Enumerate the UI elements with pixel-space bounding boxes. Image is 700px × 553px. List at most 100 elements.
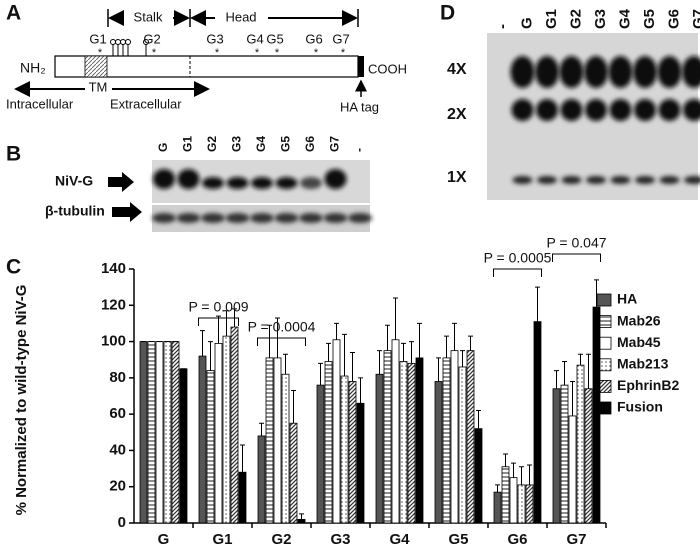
y-tick-label: 40 <box>109 441 126 458</box>
bar <box>568 415 577 524</box>
x-tick-label: G2 <box>271 531 291 548</box>
band <box>201 213 225 223</box>
bar <box>493 491 502 524</box>
site-label: G7 <box>332 31 349 46</box>
site-asterisk: * <box>215 47 220 59</box>
error-bar <box>452 322 457 351</box>
bar <box>297 518 306 524</box>
bar <box>238 471 247 524</box>
bar <box>273 357 282 524</box>
band <box>225 213 250 223</box>
band <box>511 99 534 121</box>
band <box>608 56 633 88</box>
band <box>658 99 681 121</box>
panel-label: B <box>6 143 21 166</box>
region-label: Head <box>225 9 256 24</box>
legend-label: Mab26 <box>617 312 661 328</box>
bar <box>155 341 164 524</box>
size-label: 4X <box>447 61 467 78</box>
bar <box>163 341 172 524</box>
band <box>561 176 582 184</box>
lane-label: G7 <box>690 9 700 29</box>
error-bar <box>444 335 449 358</box>
bar <box>391 339 400 524</box>
band <box>250 213 274 223</box>
error-bar <box>460 350 465 367</box>
lane-label: G5 <box>279 136 293 152</box>
lane-label: G2 <box>205 136 219 152</box>
error-bar <box>401 342 406 362</box>
legend-swatch <box>596 401 612 415</box>
x-tick-label: G4 <box>389 531 410 548</box>
bar <box>458 366 467 524</box>
bar <box>139 341 148 524</box>
panel-label: A <box>6 2 21 25</box>
lane-label: G <box>518 17 535 29</box>
size-label: 2X <box>447 106 467 123</box>
error-bar <box>570 380 575 416</box>
lane-label: G3 <box>230 136 244 152</box>
bracket <box>493 268 542 277</box>
n-terminus: NH₂ <box>20 60 46 76</box>
error-bar <box>334 322 339 340</box>
p-value: P = 0.0005 <box>484 250 552 266</box>
extracellular-label: Extracellular <box>110 96 182 111</box>
error-bar <box>240 444 245 473</box>
error-bar <box>417 322 422 358</box>
bar <box>592 306 601 524</box>
x-tick-label: G6 <box>507 531 527 548</box>
tm-domain <box>84 55 108 78</box>
bar <box>509 477 518 524</box>
error-bar <box>216 315 221 344</box>
row-arrow <box>112 202 142 222</box>
band <box>177 169 200 189</box>
band <box>275 177 298 189</box>
error-bar <box>200 330 205 357</box>
band <box>300 177 322 189</box>
lane-label: G2 <box>567 9 584 29</box>
y-tick-label: 140 <box>101 260 126 277</box>
p-value: P = 0.0004 <box>248 319 316 335</box>
lane-label: G4 <box>254 136 268 152</box>
lane-label: G5 <box>641 9 658 29</box>
p-value: P = 0.009 <box>188 299 248 315</box>
band <box>659 176 680 184</box>
band <box>202 177 224 189</box>
row-arrow <box>108 172 134 192</box>
band <box>226 177 249 189</box>
error-bar <box>436 357 441 382</box>
error-bar <box>468 335 473 351</box>
bar <box>198 355 207 524</box>
x-tick-label: G5 <box>448 531 468 548</box>
band <box>251 177 273 189</box>
tag-label: HA tag <box>340 99 379 114</box>
bar <box>407 362 416 524</box>
ha-tag <box>358 56 364 77</box>
error-bar <box>527 464 532 485</box>
band <box>634 99 656 121</box>
legend-swatch <box>596 293 612 307</box>
size-label: 1X <box>447 169 467 186</box>
lane-label: G4 <box>616 8 633 29</box>
error-bar <box>519 466 524 485</box>
site-asterisk: * <box>152 47 157 59</box>
legend-label: Mab213 <box>617 356 669 372</box>
panel-c: C % Normalized to wild-type NiV-G 0 20 40 6… <box>6 235 679 548</box>
y-tick-label: 20 <box>109 478 126 495</box>
band <box>585 99 607 121</box>
bar <box>399 361 408 524</box>
y-tick-label: 60 <box>109 405 126 422</box>
band <box>635 176 655 184</box>
band <box>274 213 299 223</box>
bracket <box>552 253 601 262</box>
panel-b: B NiV-G β-tubulin G G1 G2 G3 G4 G5 G6 G7 - <box>6 136 372 232</box>
row-label: NiV-G <box>55 173 93 189</box>
error-bar <box>503 453 508 467</box>
bar <box>356 402 365 524</box>
y-tick-label: 0 <box>118 514 126 531</box>
site-asterisk: * <box>341 47 346 59</box>
site-asterisk: * <box>314 47 319 59</box>
band <box>684 176 700 184</box>
x-tick-label: G3 <box>330 531 350 548</box>
